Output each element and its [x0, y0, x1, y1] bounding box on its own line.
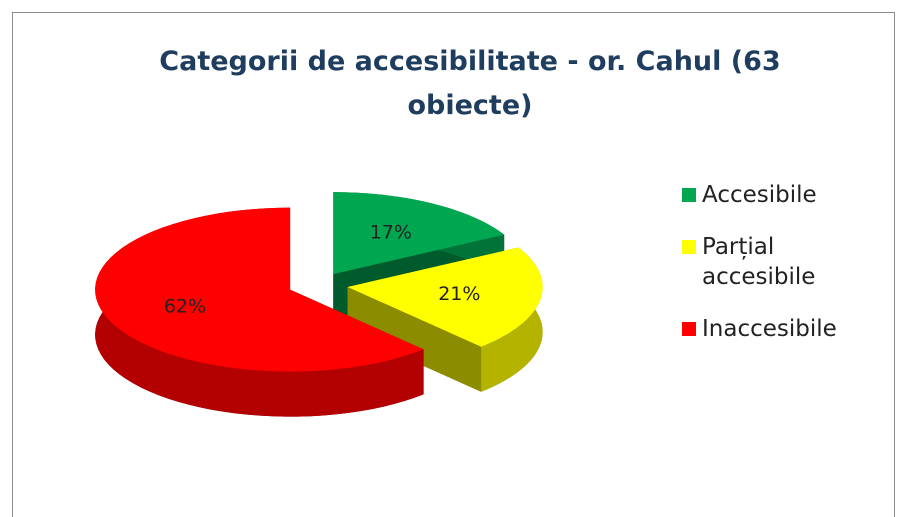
- pie-slice: [347, 247, 543, 392]
- slice-top: [347, 247, 543, 347]
- legend-swatch: [682, 240, 696, 254]
- legend-swatch: [682, 188, 696, 202]
- chart-frame: [12, 12, 895, 517]
- chart-title: Categorii de accesibilitate - or. Cahul …: [159, 46, 781, 121]
- legend-item: Inaccesibile: [682, 314, 882, 344]
- pie-slice: [95, 207, 424, 417]
- slice-wall: [347, 286, 482, 392]
- legend-swatch: [682, 322, 696, 336]
- legend-item: Parțial accesibile: [682, 232, 882, 292]
- data-label: 62%: [164, 296, 206, 318]
- data-label: 17%: [370, 222, 412, 244]
- slice-top: [95, 207, 424, 372]
- legend-label: Accesibile: [702, 182, 817, 208]
- legend-item: Accesibile: [682, 180, 882, 210]
- legend: Accesibile Parțial accesibile Inaccesibile: [682, 180, 882, 366]
- data-label: 21%: [438, 283, 480, 305]
- legend-label: Parțial accesibile: [702, 234, 816, 290]
- legend-label: Inaccesibile: [702, 316, 837, 342]
- slice-top: [333, 192, 505, 275]
